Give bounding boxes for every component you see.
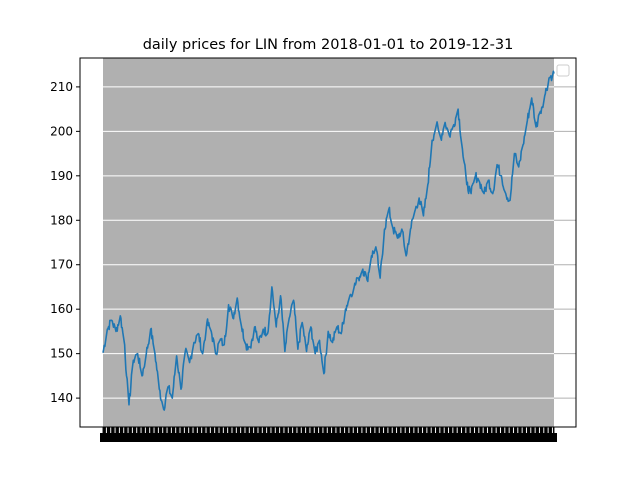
y-tick-label: 200 <box>50 124 73 138</box>
axes-border <box>79 57 577 428</box>
legend-box <box>556 64 570 77</box>
y-axis-ticks: 140 150 160 170 180 190 200 210 <box>50 80 80 405</box>
y-tick-label: 150 <box>50 347 73 361</box>
y-tick-label: 180 <box>50 213 73 227</box>
y-tick-label: 170 <box>50 258 73 272</box>
grid-lines <box>103 86 576 399</box>
y-tick-label: 210 <box>50 80 73 94</box>
y-tick-label: 140 <box>50 391 73 405</box>
x-tick-label-band <box>100 433 557 442</box>
plot-background <box>103 58 554 427</box>
chart-title: daily prices for LIN from 2018-01-01 to … <box>143 37 514 53</box>
x-tick-marks <box>100 427 557 442</box>
y-tick-label: 160 <box>50 302 73 316</box>
y-tick-label: 190 <box>50 169 73 183</box>
price-line <box>102 70 555 411</box>
